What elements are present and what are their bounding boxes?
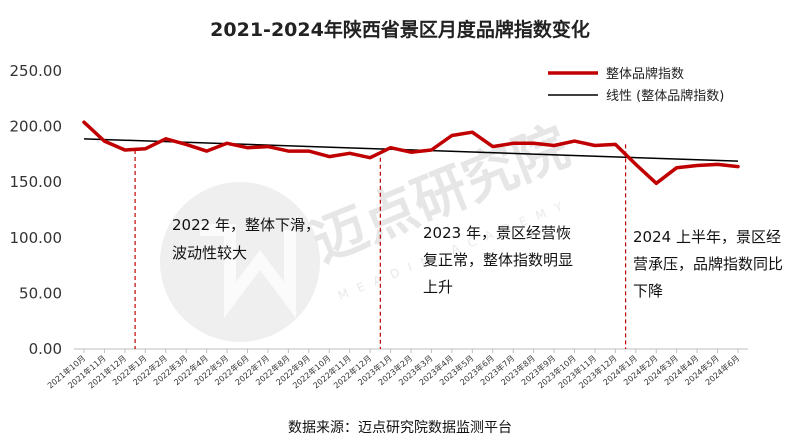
annotation-2024: 2024 上半年，景区经 营承压，品牌指数同比 下降 [633,228,788,300]
annotation-2024-line-1: 2024 上半年，景区经 [633,228,781,246]
series-group [82,120,740,186]
annotation-2023-line-2: 复正常，整体指数明显 [423,251,573,269]
period-dividers [134,144,627,349]
y-axis: 0.00 50.00 100.00 150.00 200.00 250.00 [10,62,63,358]
annotation-2023-line-1: 2023 年，景区经营恢 [423,224,571,242]
legend-label-series: 整体品牌指数 [606,66,684,82]
annotation-2024-line-3: 下降 [633,282,663,300]
y-tick-label: 250.00 [10,62,63,80]
legend: 整体品牌指数 线性 (整体品牌指数) [548,66,724,104]
source-note: 数据来源：迈点研究院数据监测平台 [288,420,512,436]
y-tick-label: 0.00 [29,340,62,358]
y-tick-label: 150.00 [10,173,63,191]
x-axis: 2021年10月2021年11月2021年12月2022年1月2022年2月20… [45,348,749,390]
watermark-logo-icon [160,182,320,342]
annotation-2023: 2023 年，景区经营恢 复正常，整体指数明显 上升 [423,224,578,296]
annotation-2022-line-2: 波动性较大 [172,244,247,262]
y-tick-label: 200.00 [10,118,63,136]
annotation-2023-line-3: 上升 [423,278,453,296]
chart-title: 2021-2024年陕西省景区月度品牌指数变化 [210,18,590,41]
y-tick-label: 100.00 [10,229,63,247]
watermark-logo-mark [200,224,296,318]
y-tick-label: 50.00 [19,284,62,302]
annotation-2022: 2022 年，整体下滑， 波动性较大 [172,216,325,262]
annotation-2024-line-2: 营承压，品牌指数同比 [633,255,783,273]
annotation-2022-line-1: 2022 年，整体下滑， [172,216,320,234]
legend-label-trend: 线性 (整体品牌指数) [606,88,724,104]
